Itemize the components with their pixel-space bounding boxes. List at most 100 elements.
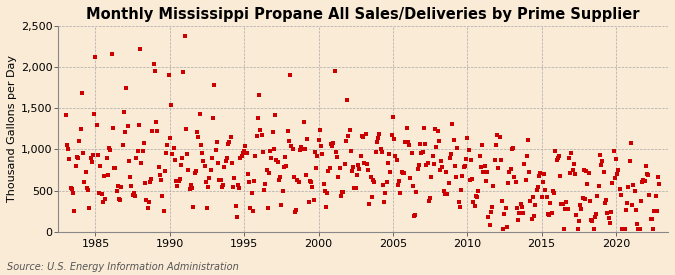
Point [198,158,209,163]
Point [475,165,486,169]
Point [483,215,493,219]
Point [324,166,335,170]
Point [414,142,425,146]
Point [572,227,583,232]
Point [211,148,221,152]
Point [442,192,453,196]
Point [252,116,263,120]
Point [543,212,554,216]
Point [385,169,396,174]
Point [86,160,97,165]
Point [239,148,250,153]
Point [589,214,600,219]
Point [558,227,569,232]
Point [95,164,106,168]
Point [641,172,652,177]
Point [331,150,342,155]
Point [613,168,624,172]
Point [273,178,284,182]
Point [454,205,465,210]
Point [561,200,572,204]
Point [398,170,408,175]
Point [192,130,202,134]
Point [447,122,458,126]
Point [399,171,410,175]
Point [462,136,472,140]
Point [303,200,314,205]
Point [91,123,102,127]
Point [555,174,566,178]
Point [329,68,340,73]
Point [452,146,463,150]
Point [152,129,163,133]
Point [120,130,131,134]
Point [188,205,198,209]
Point [337,190,348,194]
Point [348,164,358,169]
Point [100,197,111,201]
Point [333,174,344,179]
Point [602,211,613,216]
Point [183,168,194,172]
Point [526,217,537,221]
Point [489,157,500,162]
Point [233,182,244,187]
Point [509,175,520,179]
Point [226,161,237,165]
Point [443,181,454,185]
Point [650,194,661,199]
Point [513,218,524,222]
Point [354,166,365,171]
Point [521,154,532,158]
Point [377,150,387,155]
Point [639,178,650,183]
Point [205,167,216,172]
Point [599,200,610,205]
Point [410,213,421,217]
Point [362,167,373,172]
Point [408,213,419,218]
Point [203,185,214,189]
Point [126,184,137,188]
Point [478,170,489,174]
Point [230,204,241,208]
Point [620,208,631,212]
Point [141,198,152,202]
Point [418,126,429,131]
Point [143,200,154,204]
Point [380,191,391,196]
Point [124,159,134,164]
Point [111,189,122,194]
Point [346,149,356,154]
Point [307,185,318,190]
Point [234,185,244,190]
Point [144,180,155,185]
Point [263,170,274,175]
Point [637,180,647,184]
Point [367,194,377,199]
Point [232,215,242,219]
Point [270,112,281,117]
Point [254,92,265,97]
Point [217,185,227,189]
Point [593,184,604,188]
Point [250,153,261,158]
Point [580,197,591,202]
Point [261,168,272,172]
Point [200,180,211,185]
Point [435,167,446,172]
Point [374,132,385,136]
Point [290,210,300,214]
Point [257,150,268,154]
Point [451,175,462,179]
Point [392,183,403,187]
Point [82,188,93,192]
Point [427,154,438,158]
Point [340,139,351,144]
Point [187,186,198,191]
Point [417,150,428,154]
Point [441,170,452,174]
Point [241,151,252,155]
Point [629,189,640,194]
Point [159,168,170,173]
